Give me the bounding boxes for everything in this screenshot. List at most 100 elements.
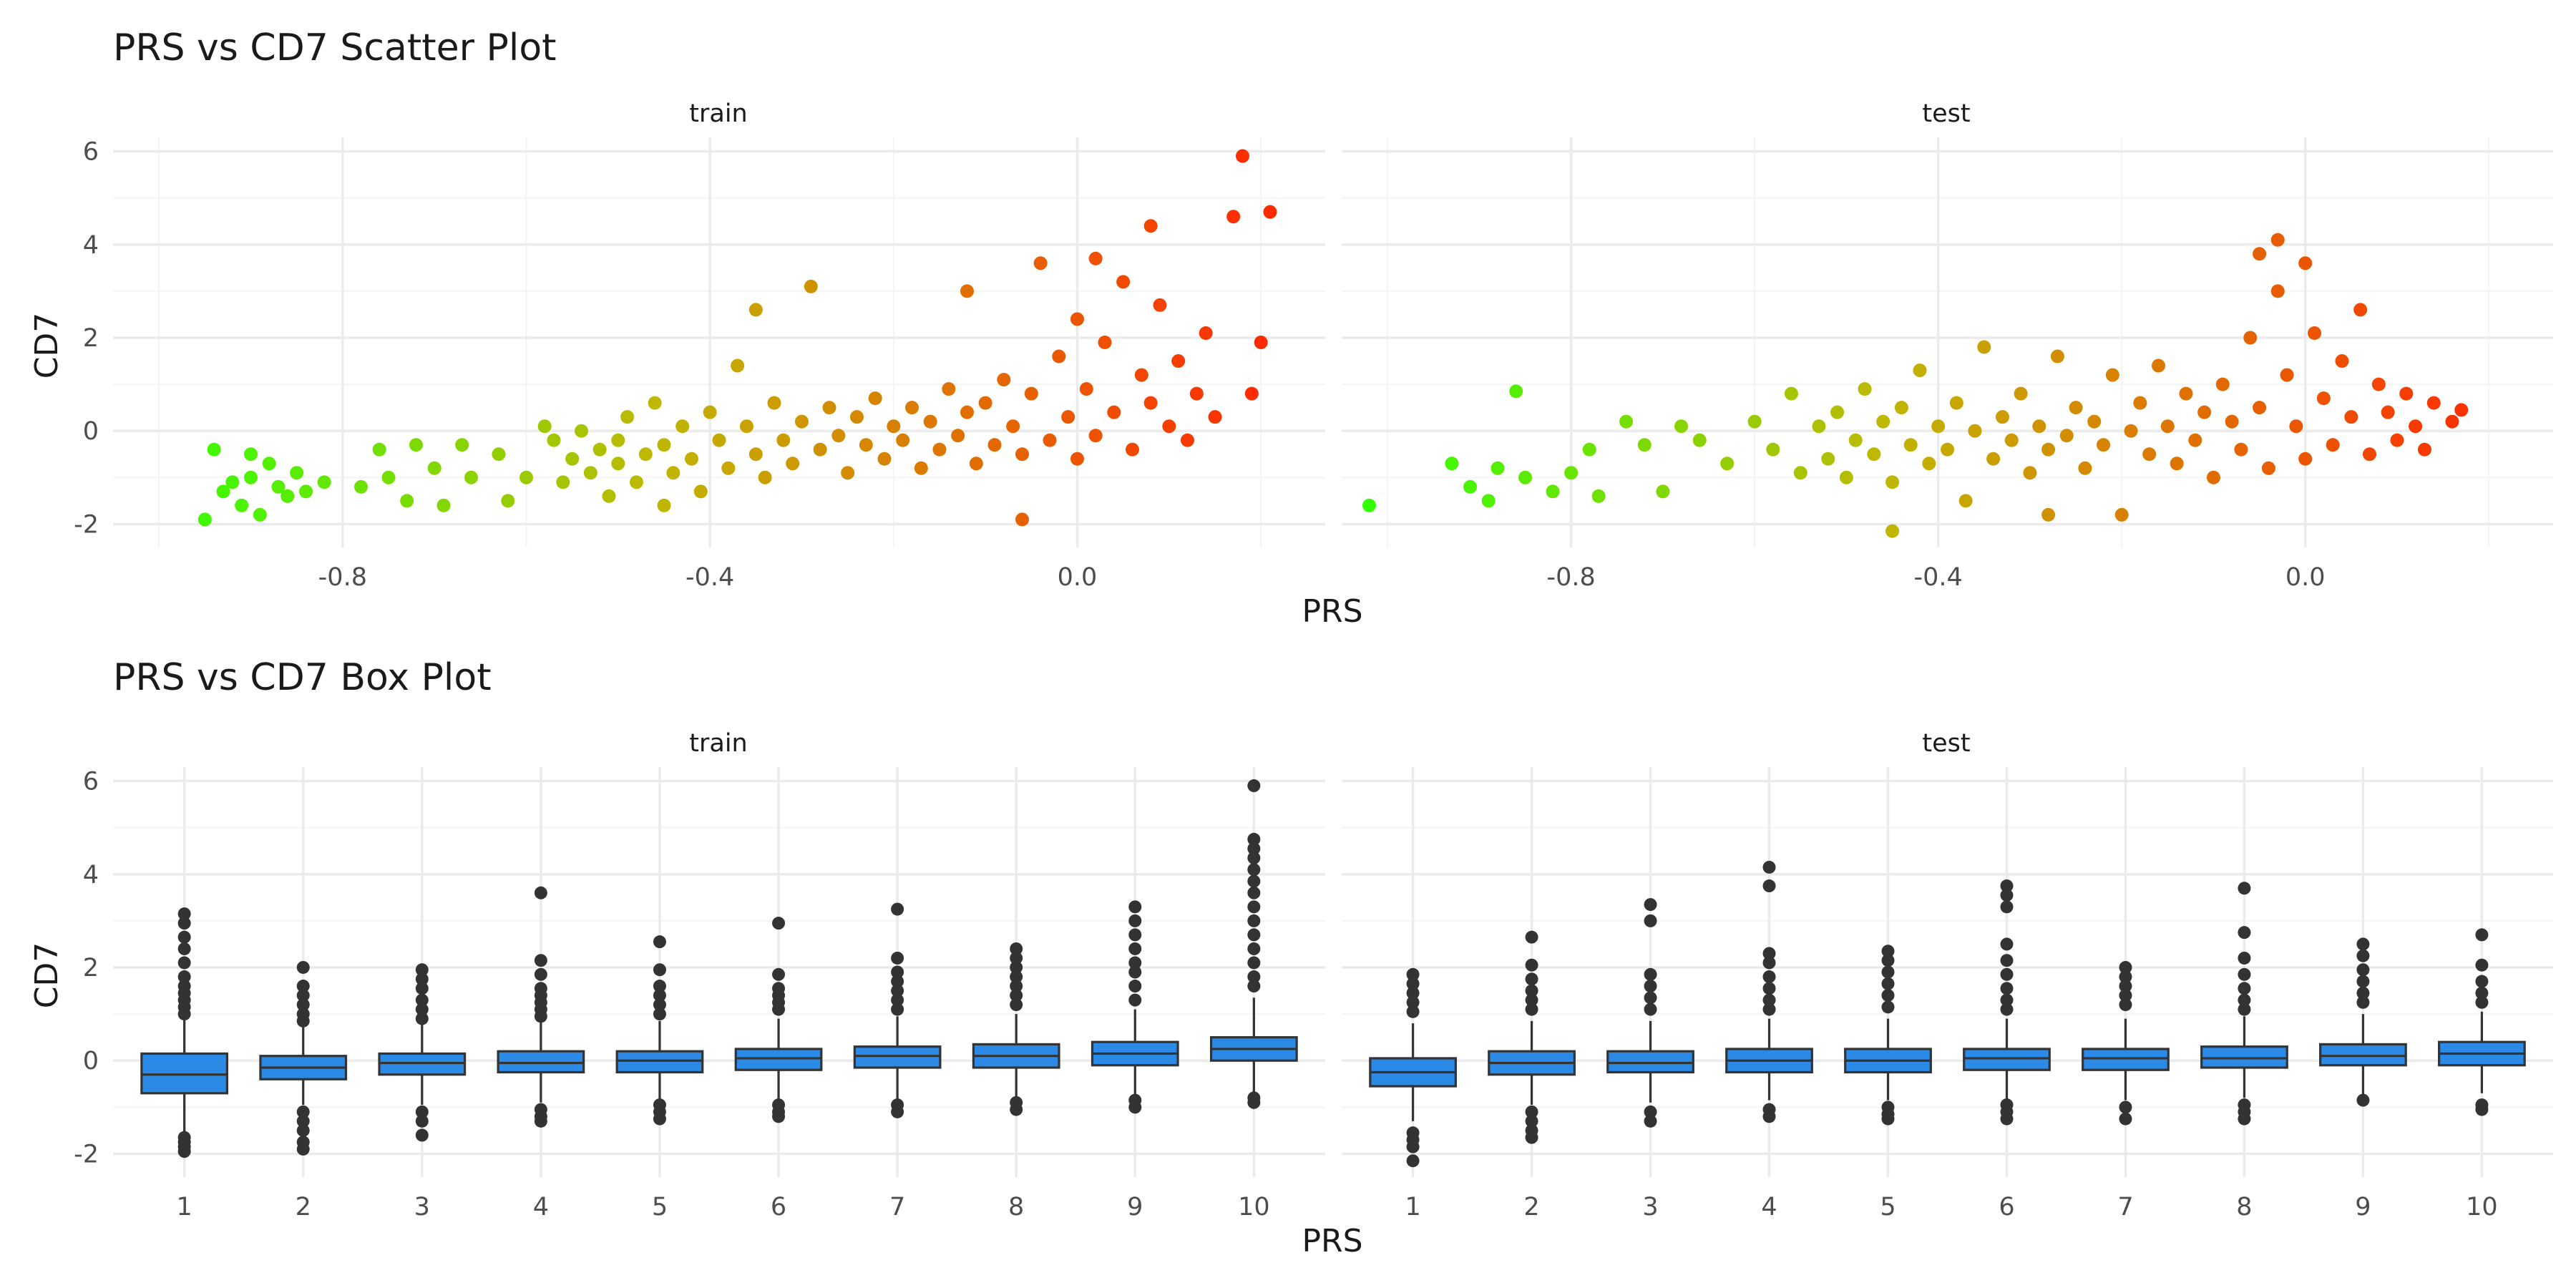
scatter-point (740, 419, 753, 434)
outlier-point (1128, 942, 1142, 955)
outlier-point (415, 1105, 429, 1118)
outlier-point (2238, 926, 2251, 940)
outlier-point (177, 917, 191, 930)
outlier-point (1247, 980, 1261, 993)
scatter-panel-train (197, 149, 1277, 527)
box-category-3 (1606, 898, 1694, 1128)
outlier-point (534, 886, 547, 899)
outlier-point (1247, 928, 1261, 942)
outlier-point (1128, 980, 1142, 993)
y-tick-label: 4 (83, 231, 99, 260)
outlier-point (1247, 914, 1261, 927)
scatter-point (786, 457, 800, 471)
scatter-point (693, 484, 708, 499)
scatter-point (1793, 466, 1807, 480)
outlier-point (1247, 779, 1261, 793)
scatter-point (519, 470, 533, 484)
scatter-point (464, 470, 478, 484)
outlier-point (1247, 942, 1261, 955)
outlier-point (1525, 1002, 1538, 1016)
boxplot-tick-labels: 1 2 3 4 5 6 7 8 9 10 1 2 3 4 5 6 7 8 9 10 -2 0 2 4 6 (74, 768, 2498, 1221)
x-tick-label: 7 (2117, 1193, 2133, 1221)
outlier-point (1525, 930, 1538, 944)
scatter-point (1619, 414, 1634, 429)
scatter-point (565, 452, 580, 466)
scatter-point (1015, 512, 1029, 527)
scatter-point (987, 438, 1002, 452)
outlier-point (2238, 982, 2251, 995)
scatter-point (2261, 461, 2275, 475)
scatter-point (2390, 433, 2404, 447)
boxplot-strip-test: test (1922, 729, 1970, 758)
box-category-1 (1369, 967, 1457, 1168)
outlier-point (891, 1105, 904, 1118)
scatter-point (978, 396, 992, 410)
scatter-point (1894, 401, 1908, 415)
scatter-point (400, 494, 414, 508)
boxplot-boxes (140, 779, 2526, 1168)
scatter-point (225, 475, 240, 489)
scatter-point (638, 447, 653, 462)
scatter-point (602, 489, 616, 503)
boxplot-strip-train: train (689, 729, 747, 758)
box-category-1 (140, 907, 229, 1158)
outlier-point (1525, 972, 1538, 986)
scatter-point (2170, 457, 2184, 471)
outlier-point (1247, 886, 1261, 899)
scatter-point (1821, 452, 1835, 466)
outlier-point (415, 982, 429, 995)
scatter-point (932, 442, 947, 457)
scatter-point (1784, 386, 1798, 401)
outlier-point (653, 1112, 666, 1126)
scatter-point (409, 438, 423, 452)
outlier-point (177, 970, 191, 984)
outlier-point (653, 1008, 666, 1021)
scatter-point (2041, 442, 2056, 457)
outlier-point (1406, 977, 1420, 990)
outlier-point (1762, 947, 1776, 960)
outlier-point (534, 1010, 547, 1023)
scatter-point (997, 373, 1011, 387)
outlier-point (415, 963, 429, 977)
scatter-point (1254, 336, 1268, 349)
scatter-point (2362, 447, 2376, 462)
outlier-point (2000, 889, 2014, 902)
scatter-point (951, 429, 965, 443)
scatter-point (1199, 326, 1213, 340)
outlier-point (1644, 1114, 1657, 1128)
scatter-point (1903, 438, 1918, 452)
outlier-point (177, 930, 191, 944)
scatter-point (804, 279, 818, 293)
outlier-point (1128, 965, 1142, 979)
outlier-point (1644, 991, 1657, 1005)
scatter-point (813, 442, 827, 457)
y-tick-label: 2 (83, 954, 99, 982)
box-iqr (1606, 1050, 1694, 1074)
scatter-point (2316, 391, 2331, 406)
scatter-point (537, 419, 552, 434)
scatter-point (492, 447, 506, 462)
outlier-point (2119, 980, 2132, 993)
scatter-point (1079, 382, 1093, 396)
outlier-point (772, 1110, 786, 1123)
scatter-point (1720, 457, 1735, 471)
scatter-point (923, 414, 937, 429)
outlier-point (1881, 1000, 1895, 1014)
scatter-point (1024, 386, 1038, 401)
y-tick-label: 6 (83, 138, 99, 167)
scatter-point (703, 405, 717, 419)
outlier-point (772, 917, 786, 930)
scatter-point (721, 461, 736, 475)
scatter-point (2298, 256, 2313, 270)
scatter-point (611, 433, 625, 447)
scatter-point (2059, 429, 2074, 443)
outlier-point (1881, 954, 1895, 967)
box-category-5 (615, 935, 704, 1126)
outlier-point (1406, 1154, 1420, 1168)
scatter-point (253, 507, 267, 522)
scatter-point (1052, 349, 1066, 364)
outlier-point (1644, 914, 1657, 927)
outlier-point (772, 1002, 786, 1016)
scatter-point (1922, 457, 1936, 471)
